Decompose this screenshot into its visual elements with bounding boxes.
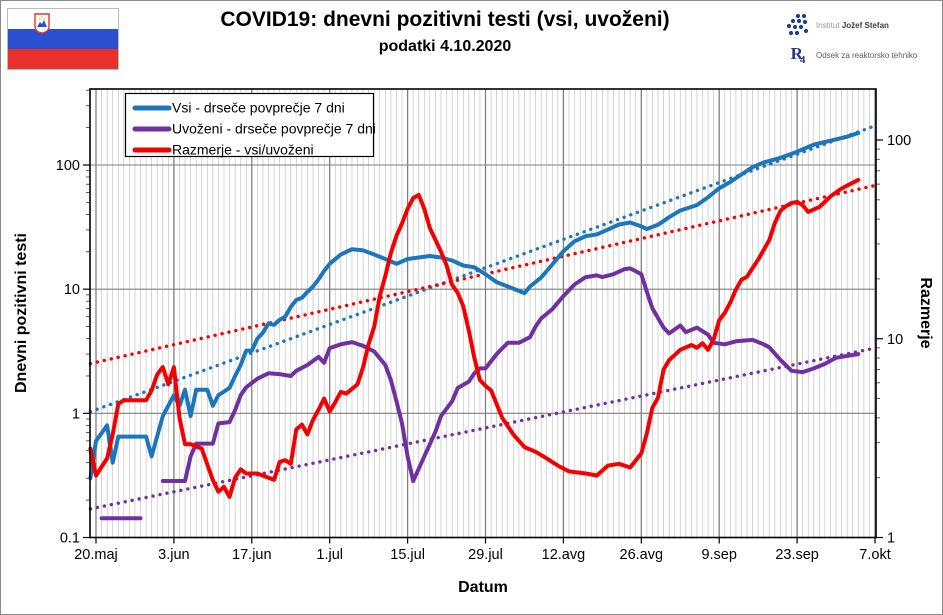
y-left-tick-label: 10 <box>64 282 80 298</box>
series-trend-razmerje-line <box>88 183 877 366</box>
series-trend-uvozeni-line <box>88 346 877 511</box>
y-left-tick-label: 100 <box>56 158 80 174</box>
y-right-tick-label: 100 <box>887 133 911 149</box>
series-uvozeni-line <box>160 266 861 483</box>
department-name: Odsek za reaktorsko tehniko <box>816 50 918 60</box>
ijs-dots-logo-icon <box>786 13 809 36</box>
flag-stripe-blue <box>8 29 118 49</box>
y-right-tick-label: 1 <box>887 531 895 547</box>
x-tick-label: 26.avg <box>620 547 664 563</box>
legend-box <box>124 92 375 158</box>
chart-title: COVID19: dnevni pozitivni testi (vsi, uv… <box>220 8 670 31</box>
legend-label: Razmerje - vsi/uvoženi <box>172 142 314 158</box>
x-tick-label: 7.okt <box>859 547 890 563</box>
x-tick-label: 12.avg <box>542 547 586 563</box>
series-razmerje-line <box>88 177 861 499</box>
y-left-tick-label: 0.1 <box>60 531 80 547</box>
x-tick-label: 29.jul <box>468 547 503 563</box>
r4-logo-row: R4 Odsek za reaktorsko tehniko <box>785 44 935 66</box>
flag-stripe-red <box>8 49 118 69</box>
x-tick-label: 9.sep <box>701 547 736 563</box>
legend-label: Uvoženi - drseče povprečje 7 dni <box>172 121 376 137</box>
x-tick-label: 3.jun <box>158 547 189 563</box>
x-tick-label: 1.jul <box>316 547 343 563</box>
x-tick-label: 23.sep <box>775 547 819 563</box>
x-axis-title: Datum <box>458 579 508 596</box>
r4-logo-icon: R4 <box>790 44 806 67</box>
y-left-tick-label: 1 <box>72 406 80 422</box>
ijs-logo-row: Institut Jožef Stefan <box>785 12 935 38</box>
x-tick-label: 20.maj <box>74 547 118 563</box>
plot-border <box>89 88 877 539</box>
y-right-tick-label: 10 <box>887 332 903 348</box>
institute-name: Institut Jožef Stefan <box>816 20 889 30</box>
slovenia-flag-icon <box>8 9 118 69</box>
legend-label: Vsi - drseče povprečje 7 dni <box>172 100 345 116</box>
slovenia-crest-icon <box>34 13 50 34</box>
x-tick-label: 17.jun <box>232 547 272 563</box>
institution-logos: Institut Jožef Stefan R4 Odsek za reakto… <box>785 12 935 72</box>
chart-subtitle: podatki 4.10.2020 <box>378 38 512 55</box>
x-tick-label: 15.jul <box>390 547 425 563</box>
header-titles: COVID19: dnevni pozitivni testi (vsi, uv… <box>125 8 765 56</box>
